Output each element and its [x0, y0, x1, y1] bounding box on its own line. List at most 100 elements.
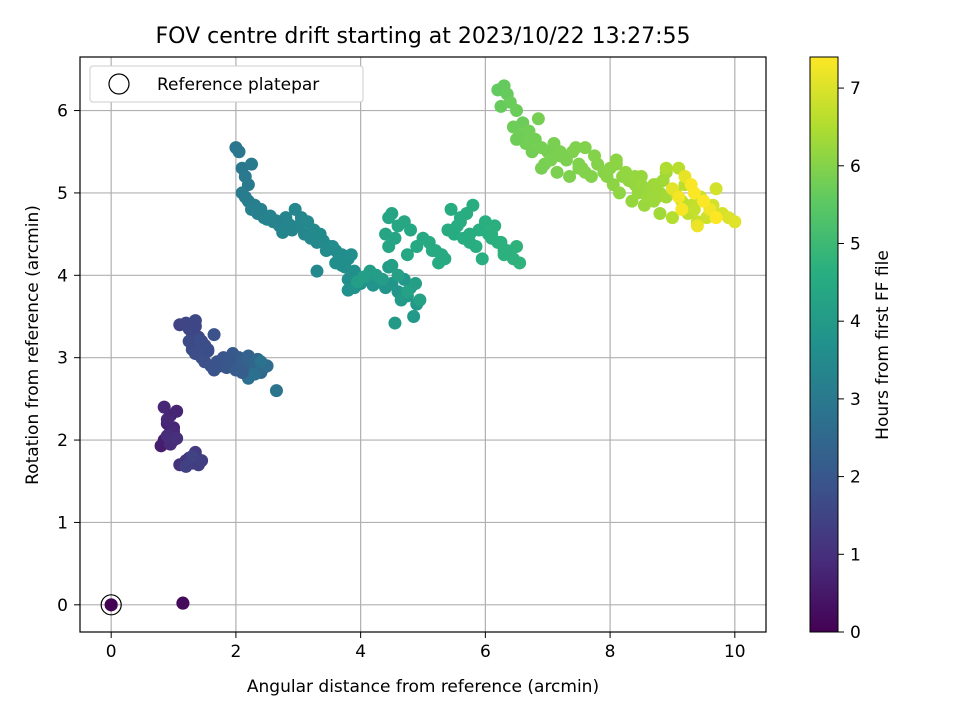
data-point — [223, 352, 237, 366]
y-tick-label: 6 — [57, 102, 68, 122]
chart-title: FOV centre drift starting at 2023/10/22 … — [156, 24, 691, 49]
data-point — [690, 219, 704, 233]
data-point — [385, 207, 399, 221]
data-point — [269, 384, 283, 398]
x-tick-label: 4 — [355, 642, 366, 662]
data-point — [335, 258, 349, 272]
y-tick-label: 1 — [57, 513, 68, 533]
data-point — [647, 194, 661, 208]
data-point — [201, 344, 215, 358]
data-point — [453, 215, 467, 229]
data-point — [326, 239, 340, 253]
data-point — [269, 214, 283, 228]
data-point — [534, 161, 548, 175]
data-point — [413, 293, 427, 307]
data-point — [488, 219, 502, 233]
data-point — [659, 161, 673, 175]
data-point — [248, 367, 262, 381]
data-point — [578, 141, 592, 155]
data-point — [510, 104, 524, 118]
colorbar-gradient — [809, 56, 839, 633]
reference-platepar-marker — [100, 594, 122, 616]
data-point — [207, 328, 221, 342]
data-point — [463, 235, 477, 249]
x-axis-ticks: 0 2 4 6 8 10 — [106, 632, 746, 662]
data-point — [313, 227, 327, 241]
data-point — [709, 182, 723, 196]
y-tick-label: 4 — [57, 266, 68, 286]
data-point — [497, 248, 511, 262]
data-point — [553, 145, 567, 159]
data-point — [351, 275, 365, 289]
data-point — [531, 112, 545, 126]
y-tick-label: 3 — [57, 349, 68, 369]
data-point — [254, 355, 268, 369]
data-point — [612, 186, 626, 200]
plot-area-frame — [79, 56, 767, 633]
x-tick-label: 8 — [605, 642, 616, 662]
data-point — [544, 153, 558, 167]
data-point — [432, 256, 446, 270]
data-point — [665, 211, 679, 225]
data-point — [170, 404, 184, 418]
y-axis-label: Rotation from reference (arcmin) — [23, 205, 43, 485]
data-point — [409, 277, 423, 291]
x-tick-label: 2 — [230, 642, 241, 662]
data-point — [687, 202, 701, 216]
colorbar-tick-label: 0 — [850, 623, 861, 643]
data-point — [404, 223, 418, 237]
y-axis-ticks: 0 1 2 3 4 5 6 — [57, 102, 80, 616]
data-point — [672, 190, 686, 204]
data-point — [485, 231, 499, 245]
colorbar-tick-label: 2 — [850, 468, 861, 488]
data-point — [400, 248, 414, 262]
data-point — [578, 165, 592, 179]
x-tick-label: 6 — [480, 642, 491, 662]
data-point — [391, 268, 405, 282]
colorbar-tick-label: 3 — [850, 390, 861, 410]
data-point — [563, 169, 577, 183]
y-tick-label: 0 — [57, 596, 68, 616]
grid-lines — [80, 57, 766, 632]
colorbar-tick-label: 4 — [850, 312, 861, 332]
data-point — [185, 450, 199, 464]
colorbar-label: Hours from first FF file — [873, 250, 893, 440]
data-point — [510, 132, 524, 146]
colorbar-tick-label: 1 — [850, 545, 861, 565]
data-point — [188, 319, 202, 333]
data-point — [407, 309, 421, 323]
data-point — [444, 202, 458, 216]
data-point — [385, 258, 399, 272]
data-point — [170, 431, 184, 445]
data-point — [310, 264, 324, 278]
data-point — [160, 412, 174, 426]
legend-box — [89, 65, 364, 103]
data-point — [653, 207, 667, 221]
data-point — [709, 211, 723, 225]
colorbar-tick-label: 5 — [850, 234, 861, 254]
data-point — [475, 252, 489, 266]
legend-entry-reference: Reference platepar — [157, 75, 319, 95]
y-tick-label: 5 — [57, 184, 68, 204]
data-point — [609, 157, 623, 171]
data-point — [466, 198, 480, 212]
data-point — [550, 165, 564, 179]
data-point — [282, 217, 296, 231]
colorbar-ticks: 0 1 2 3 4 5 6 7 — [838, 79, 861, 643]
colorbar-tick-label: 6 — [850, 157, 861, 177]
data-point — [176, 596, 190, 610]
data-point — [104, 598, 118, 612]
data-point — [425, 244, 439, 258]
x-axis-label: Angular distance from reference (arcmin) — [247, 677, 599, 697]
data-point — [245, 157, 258, 171]
data-point — [232, 145, 246, 159]
data-point — [344, 248, 358, 262]
scatter-points — [100, 79, 742, 616]
data-point — [400, 285, 414, 299]
data-point — [697, 194, 711, 208]
data-point — [675, 202, 689, 216]
data-point — [569, 141, 583, 155]
data-point — [179, 459, 193, 473]
colorbar-tick-label: 7 — [850, 79, 861, 99]
